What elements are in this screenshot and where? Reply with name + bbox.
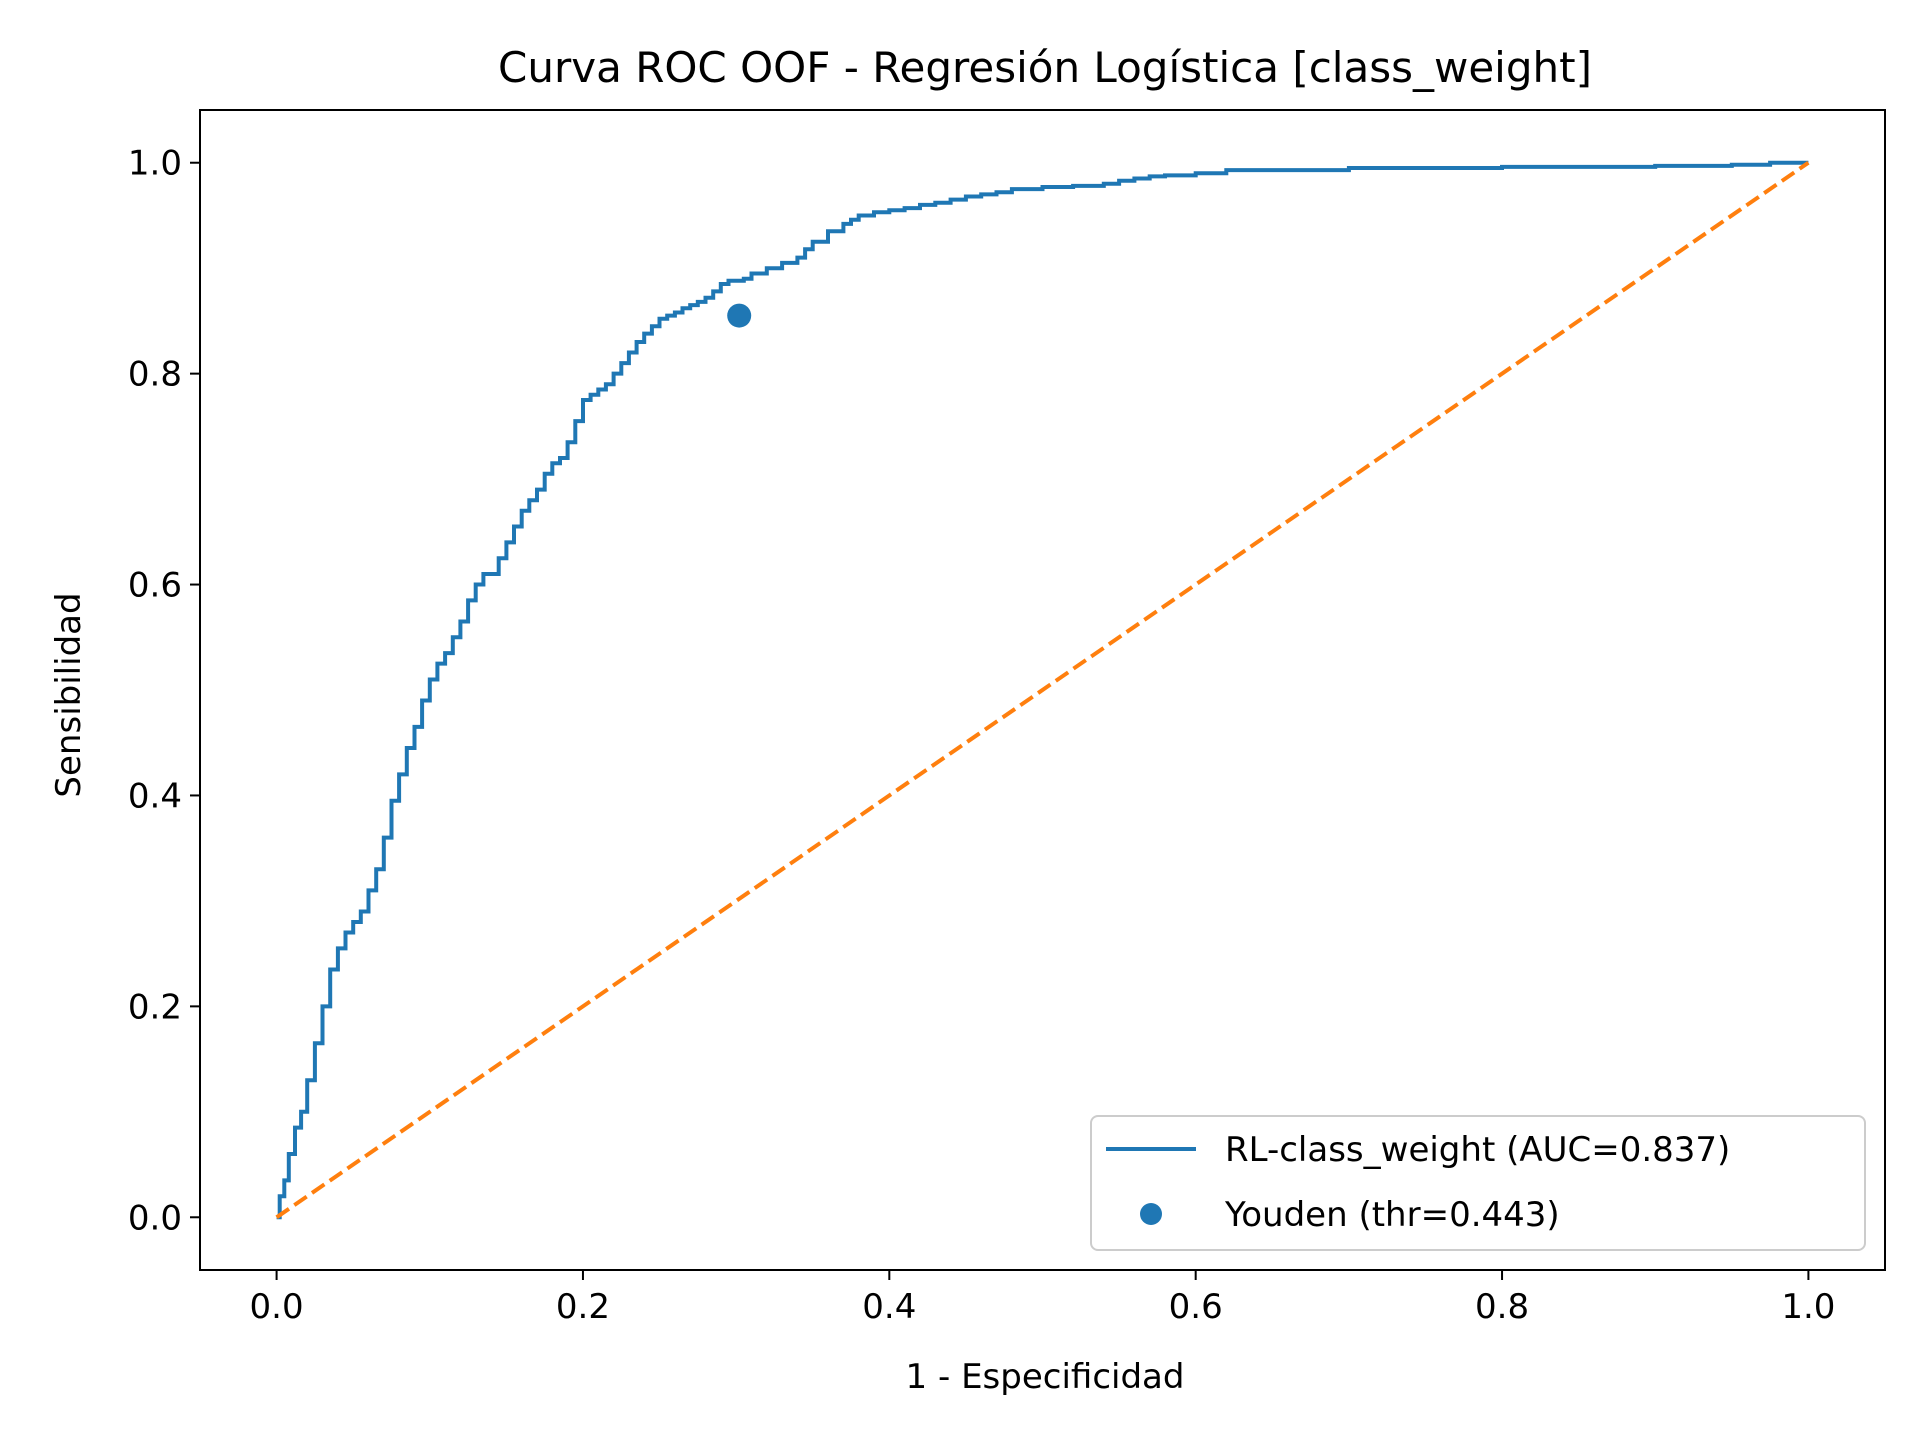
plot-area — [199, 109, 1886, 1271]
legend-entry-roc: RL-class_weight (AUC=0.837) — [1225, 1130, 1730, 1170]
y-tick-label: 1.0 — [128, 144, 182, 184]
y-tick-label: 0.6 — [128, 566, 182, 606]
x-tick-label: 0.4 — [862, 1287, 916, 1327]
legend: RL-class_weight (AUC=0.837) Youden (thr=… — [1090, 1115, 1866, 1251]
chart-title: Curva ROC OOF - Regresión Logística [cla… — [498, 43, 1592, 92]
youden-point — [727, 303, 752, 328]
y-axis-label: Sensibilidad — [49, 592, 89, 797]
chance-diagonal-line — [275, 161, 1810, 1219]
y-tick-label: 0.4 — [128, 776, 182, 816]
y-tick-label: 0.8 — [128, 355, 182, 395]
legend-entry-youden: Youden (thr=0.443) — [1224, 1195, 1560, 1235]
x-tick-label: 0.6 — [1169, 1287, 1223, 1327]
x-tick-label: 0.8 — [1475, 1287, 1529, 1327]
x-tick-label: 1.0 — [1781, 1287, 1835, 1327]
roc-curve-line — [276, 160, 1809, 1220]
axes-frame — [199, 109, 1886, 1271]
y-axis-ticks: 0.0 0.2 0.4 0.6 0.8 1.0 — [128, 144, 200, 1238]
legend-point-swatch — [1140, 1203, 1162, 1225]
legend-frame — [1090, 1115, 1866, 1251]
x-tick-label: 0.2 — [556, 1287, 610, 1327]
y-tick-label: 0.2 — [128, 987, 182, 1027]
x-axis-ticks: 0.0 0.2 0.4 0.6 0.8 1.0 — [250, 1270, 1835, 1327]
y-tick-label: 0.0 — [128, 1198, 182, 1238]
x-axis-label: 1 - Especificidad — [906, 1357, 1185, 1397]
x-tick-label: 0.0 — [250, 1287, 304, 1327]
